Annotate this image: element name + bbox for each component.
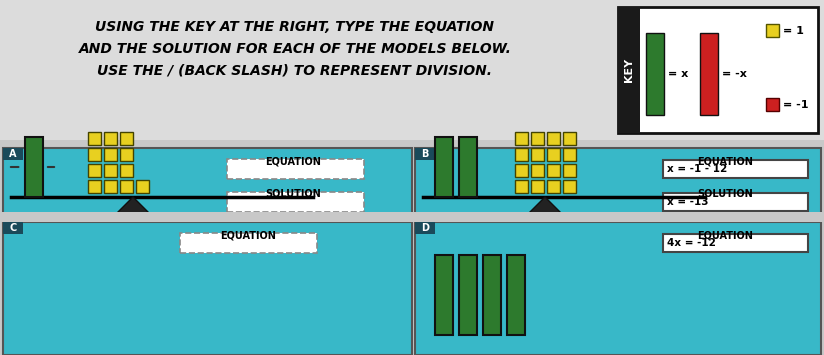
Bar — [766, 98, 779, 111]
Bar — [88, 132, 101, 145]
Bar — [415, 222, 435, 234]
Bar — [618, 7, 818, 133]
Bar — [104, 148, 117, 161]
Bar — [563, 164, 576, 177]
Bar — [531, 132, 544, 145]
Bar — [547, 148, 560, 161]
Bar — [507, 255, 525, 335]
Text: EQUATION: EQUATION — [265, 157, 321, 167]
Bar — [415, 148, 821, 215]
Bar — [104, 164, 117, 177]
Bar — [563, 132, 576, 145]
Bar — [120, 180, 133, 193]
Bar — [531, 180, 544, 193]
Text: SOLUTION: SOLUTION — [265, 189, 321, 199]
Bar — [88, 148, 101, 161]
Bar — [435, 137, 453, 197]
Bar — [515, 132, 528, 145]
Bar — [531, 164, 544, 177]
FancyBboxPatch shape — [227, 159, 364, 179]
Bar — [120, 132, 133, 145]
Bar — [0, 0, 824, 140]
Bar — [547, 180, 560, 193]
Bar — [483, 255, 501, 335]
Bar — [663, 193, 808, 211]
Bar — [3, 222, 412, 355]
Bar — [0, 212, 824, 222]
Text: A: A — [9, 149, 16, 159]
Bar — [766, 24, 779, 37]
Polygon shape — [117, 197, 149, 213]
Bar — [515, 180, 528, 193]
Bar — [459, 137, 477, 197]
Bar — [700, 33, 718, 115]
Text: USING THE KEY AT THE RIGHT, TYPE THE EQUATION: USING THE KEY AT THE RIGHT, TYPE THE EQU… — [96, 20, 494, 34]
Bar — [88, 180, 101, 193]
Text: = -x: = -x — [722, 69, 747, 79]
Text: D: D — [421, 223, 429, 233]
FancyBboxPatch shape — [180, 233, 317, 253]
Bar — [663, 160, 808, 178]
Bar — [563, 148, 576, 161]
Bar — [547, 132, 560, 145]
Text: SOLUTION: SOLUTION — [697, 189, 753, 199]
Polygon shape — [529, 197, 561, 213]
Text: KEY: KEY — [624, 58, 634, 82]
Bar — [459, 255, 477, 335]
Text: x = -1 - 12: x = -1 - 12 — [667, 164, 728, 174]
Bar — [618, 7, 640, 133]
Text: USE THE / (BACK SLASH) TO REPRESENT DIVISION.: USE THE / (BACK SLASH) TO REPRESENT DIVI… — [97, 64, 493, 78]
Bar — [515, 148, 528, 161]
Text: = 1: = 1 — [783, 26, 804, 36]
Text: x = -13: x = -13 — [667, 197, 709, 207]
Bar — [120, 148, 133, 161]
Bar — [415, 148, 435, 160]
Bar — [104, 180, 117, 193]
Bar — [3, 222, 23, 234]
Text: AND THE SOLUTION FOR EACH OF THE MODELS BELOW.: AND THE SOLUTION FOR EACH OF THE MODELS … — [78, 42, 512, 56]
Bar — [3, 148, 412, 215]
Text: = x: = x — [668, 69, 688, 79]
Bar — [435, 255, 453, 335]
Bar — [646, 33, 664, 115]
Text: EQUATION: EQUATION — [697, 231, 753, 241]
Bar — [88, 164, 101, 177]
Bar — [3, 148, 23, 160]
FancyBboxPatch shape — [227, 192, 364, 212]
Bar — [415, 222, 821, 355]
Text: C: C — [9, 223, 16, 233]
Bar — [663, 234, 808, 252]
Bar — [547, 164, 560, 177]
Bar — [531, 148, 544, 161]
Bar — [25, 137, 43, 197]
Text: B: B — [421, 149, 428, 159]
Text: EQUATION: EQUATION — [220, 231, 276, 241]
Text: = -1: = -1 — [783, 100, 808, 110]
Bar — [563, 180, 576, 193]
Bar — [136, 180, 149, 193]
Text: 4x = -12: 4x = -12 — [667, 238, 716, 248]
Text: EQUATION: EQUATION — [697, 157, 753, 167]
Bar — [515, 164, 528, 177]
Bar — [120, 164, 133, 177]
Bar — [104, 132, 117, 145]
